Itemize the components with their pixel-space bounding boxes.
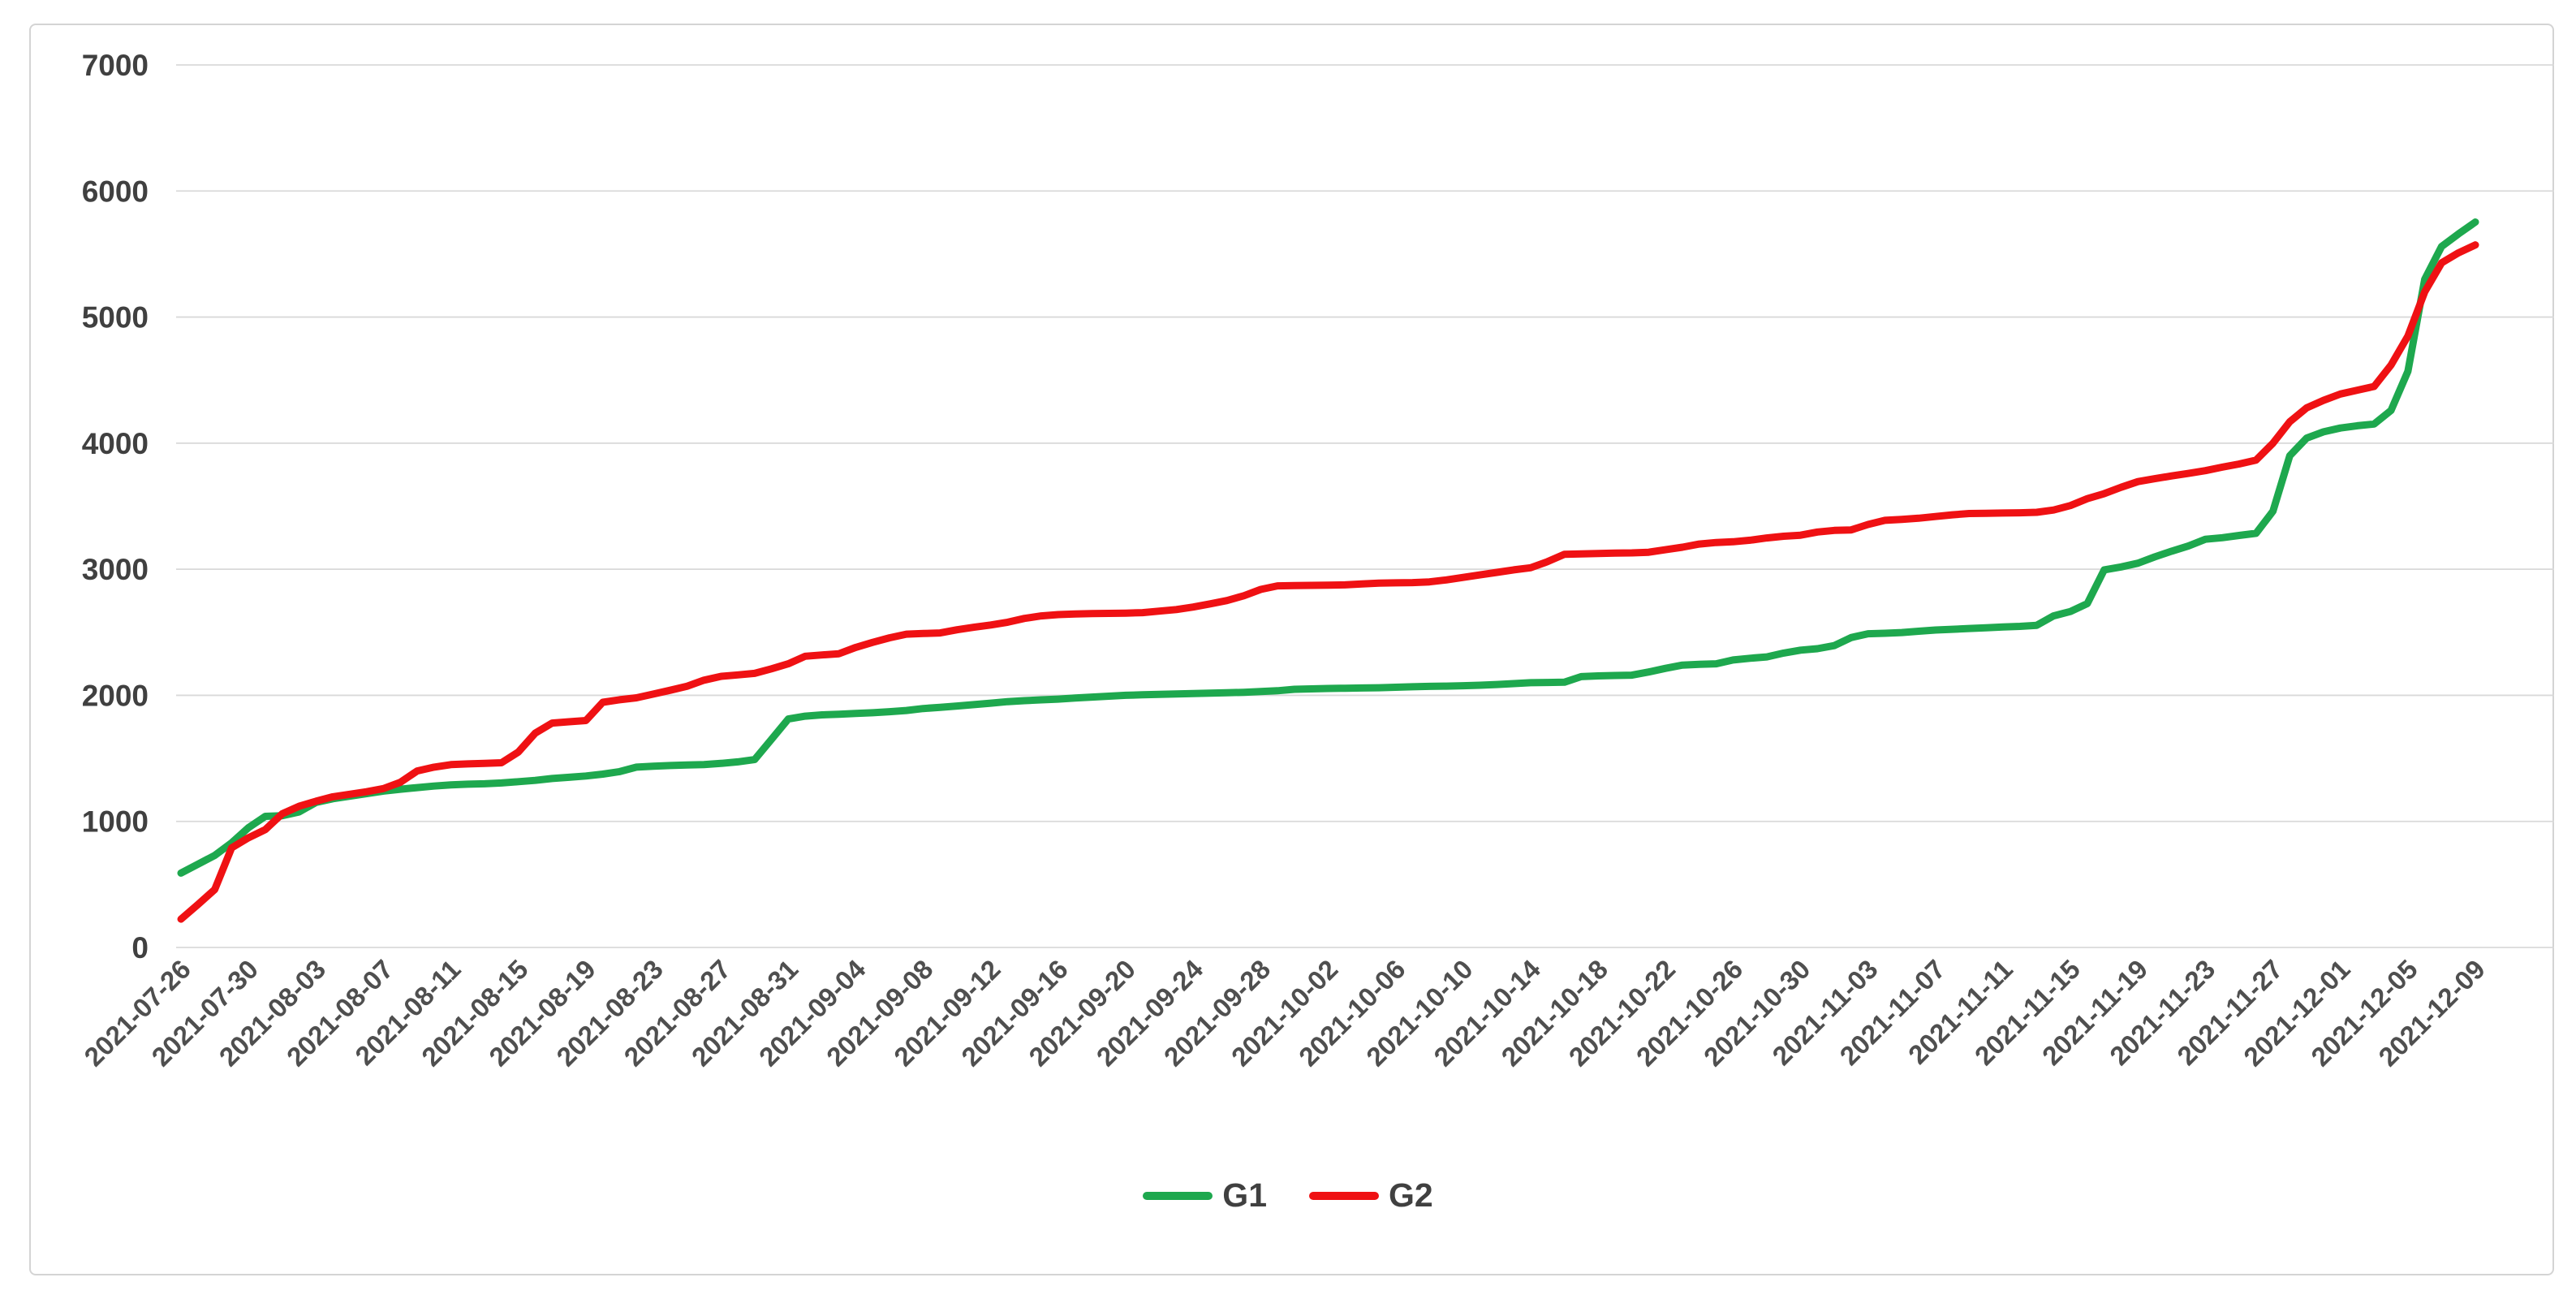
legend-label-g2: G2 bbox=[1389, 1176, 1433, 1214]
legend-item-g2: G2 bbox=[1309, 1179, 1433, 1212]
y-axis-tick-label: 2000 bbox=[82, 679, 149, 712]
series-line-g1 bbox=[177, 218, 2479, 877]
legend: G1 G2 bbox=[0, 1179, 2576, 1212]
x-axis-labels: 2021-07-262021-07-302021-08-032021-08-07… bbox=[78, 953, 2491, 1072]
y-axis-tick-label: 1000 bbox=[82, 805, 149, 839]
legend-swatch-g2 bbox=[1309, 1191, 1379, 1200]
gridlines-group bbox=[176, 64, 2554, 948]
y-axis-tick-label: 4000 bbox=[82, 427, 149, 460]
chart-frame bbox=[29, 24, 2554, 1275]
y-axis-labels: 0 1000 2000 3000 4000 5000 6000 7000 bbox=[82, 49, 149, 965]
y-axis-tick-label: 5000 bbox=[82, 301, 149, 334]
series-line-g2 bbox=[177, 241, 2479, 923]
y-axis-tick-label: 6000 bbox=[82, 175, 149, 208]
y-axis-tick-label: 3000 bbox=[82, 553, 149, 586]
legend-item-g1: G1 bbox=[1143, 1179, 1267, 1212]
y-axis-tick-label: 0 bbox=[131, 931, 149, 965]
legend-label-g1: G1 bbox=[1222, 1176, 1267, 1214]
y-axis-tick-label: 7000 bbox=[82, 49, 149, 82]
legend-swatch-g1 bbox=[1143, 1191, 1213, 1200]
